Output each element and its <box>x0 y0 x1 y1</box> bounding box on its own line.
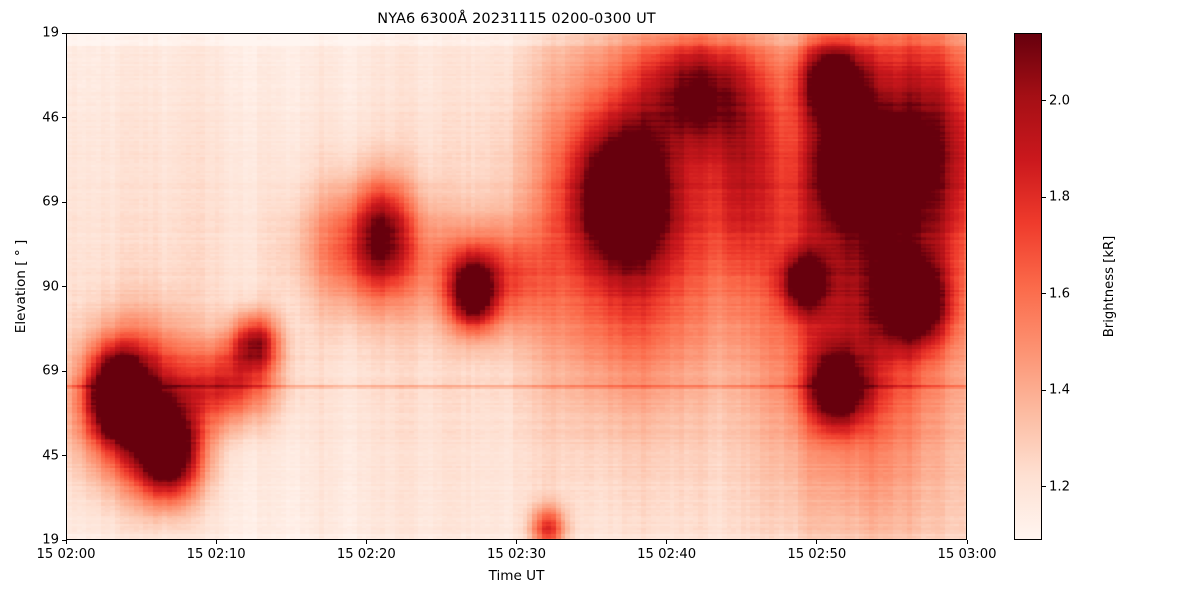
y-tick-mark <box>62 32 66 34</box>
colorbar-tick-mark <box>1042 196 1046 198</box>
x-tick-label: 15 03:00 <box>937 547 997 562</box>
x-axis-label: Time UT <box>488 568 545 584</box>
page-title: NYA6 6300Å 20231115 0200-0300 UT <box>377 11 656 27</box>
colorbar <box>1014 33 1042 540</box>
y-tick-label: 46 <box>42 109 59 125</box>
colorbar-tick-label: 1.8 <box>1049 189 1070 205</box>
colorbar-tick-mark <box>1042 486 1046 488</box>
x-tick-mark <box>65 540 67 544</box>
x-tick-mark <box>365 540 367 544</box>
colorbar-gradient <box>1015 34 1041 539</box>
colorbar-tick-label: 1.2 <box>1049 479 1070 495</box>
y-tick-label: 45 <box>42 447 59 463</box>
keogram-plot-area <box>66 33 967 540</box>
y-tick-label: 69 <box>42 363 59 379</box>
keogram-image <box>67 34 966 539</box>
colorbar-tick-mark <box>1042 389 1046 391</box>
colorbar-tick-mark <box>1042 100 1046 102</box>
x-tick-mark <box>215 540 217 544</box>
y-tick-mark <box>62 286 66 288</box>
colorbar-tick-label: 1.4 <box>1049 382 1070 398</box>
x-tick-label: 15 02:30 <box>487 547 546 562</box>
y-tick-label: 19 <box>42 25 59 41</box>
y-axis-label: Elevation [ ° ] <box>13 239 29 334</box>
y-tick-label: 90 <box>42 278 59 294</box>
y-tick-mark <box>62 117 66 119</box>
y-tick-mark <box>62 370 66 372</box>
colorbar-tick-mark <box>1042 293 1046 295</box>
x-tick-label: 15 02:10 <box>186 547 246 562</box>
y-tick-mark <box>62 539 66 541</box>
y-tick-mark <box>62 455 66 457</box>
x-tick-label: 15 02:00 <box>36 547 96 562</box>
x-tick-mark <box>666 540 668 544</box>
y-tick-mark <box>62 201 66 203</box>
colorbar-tick-label: 2.0 <box>1049 92 1070 108</box>
x-tick-label: 15 02:50 <box>787 547 847 562</box>
x-tick-label: 15 02:40 <box>637 547 697 562</box>
y-tick-label: 19 <box>42 532 59 548</box>
colorbar-tick-label: 1.6 <box>1049 286 1070 302</box>
x-tick-mark <box>966 540 968 544</box>
y-tick-label: 69 <box>42 194 59 210</box>
x-tick-mark <box>516 540 518 544</box>
colorbar-label: Brightness [kR] <box>1102 235 1117 338</box>
x-tick-label: 15 02:20 <box>336 547 396 562</box>
x-tick-mark <box>816 540 818 544</box>
